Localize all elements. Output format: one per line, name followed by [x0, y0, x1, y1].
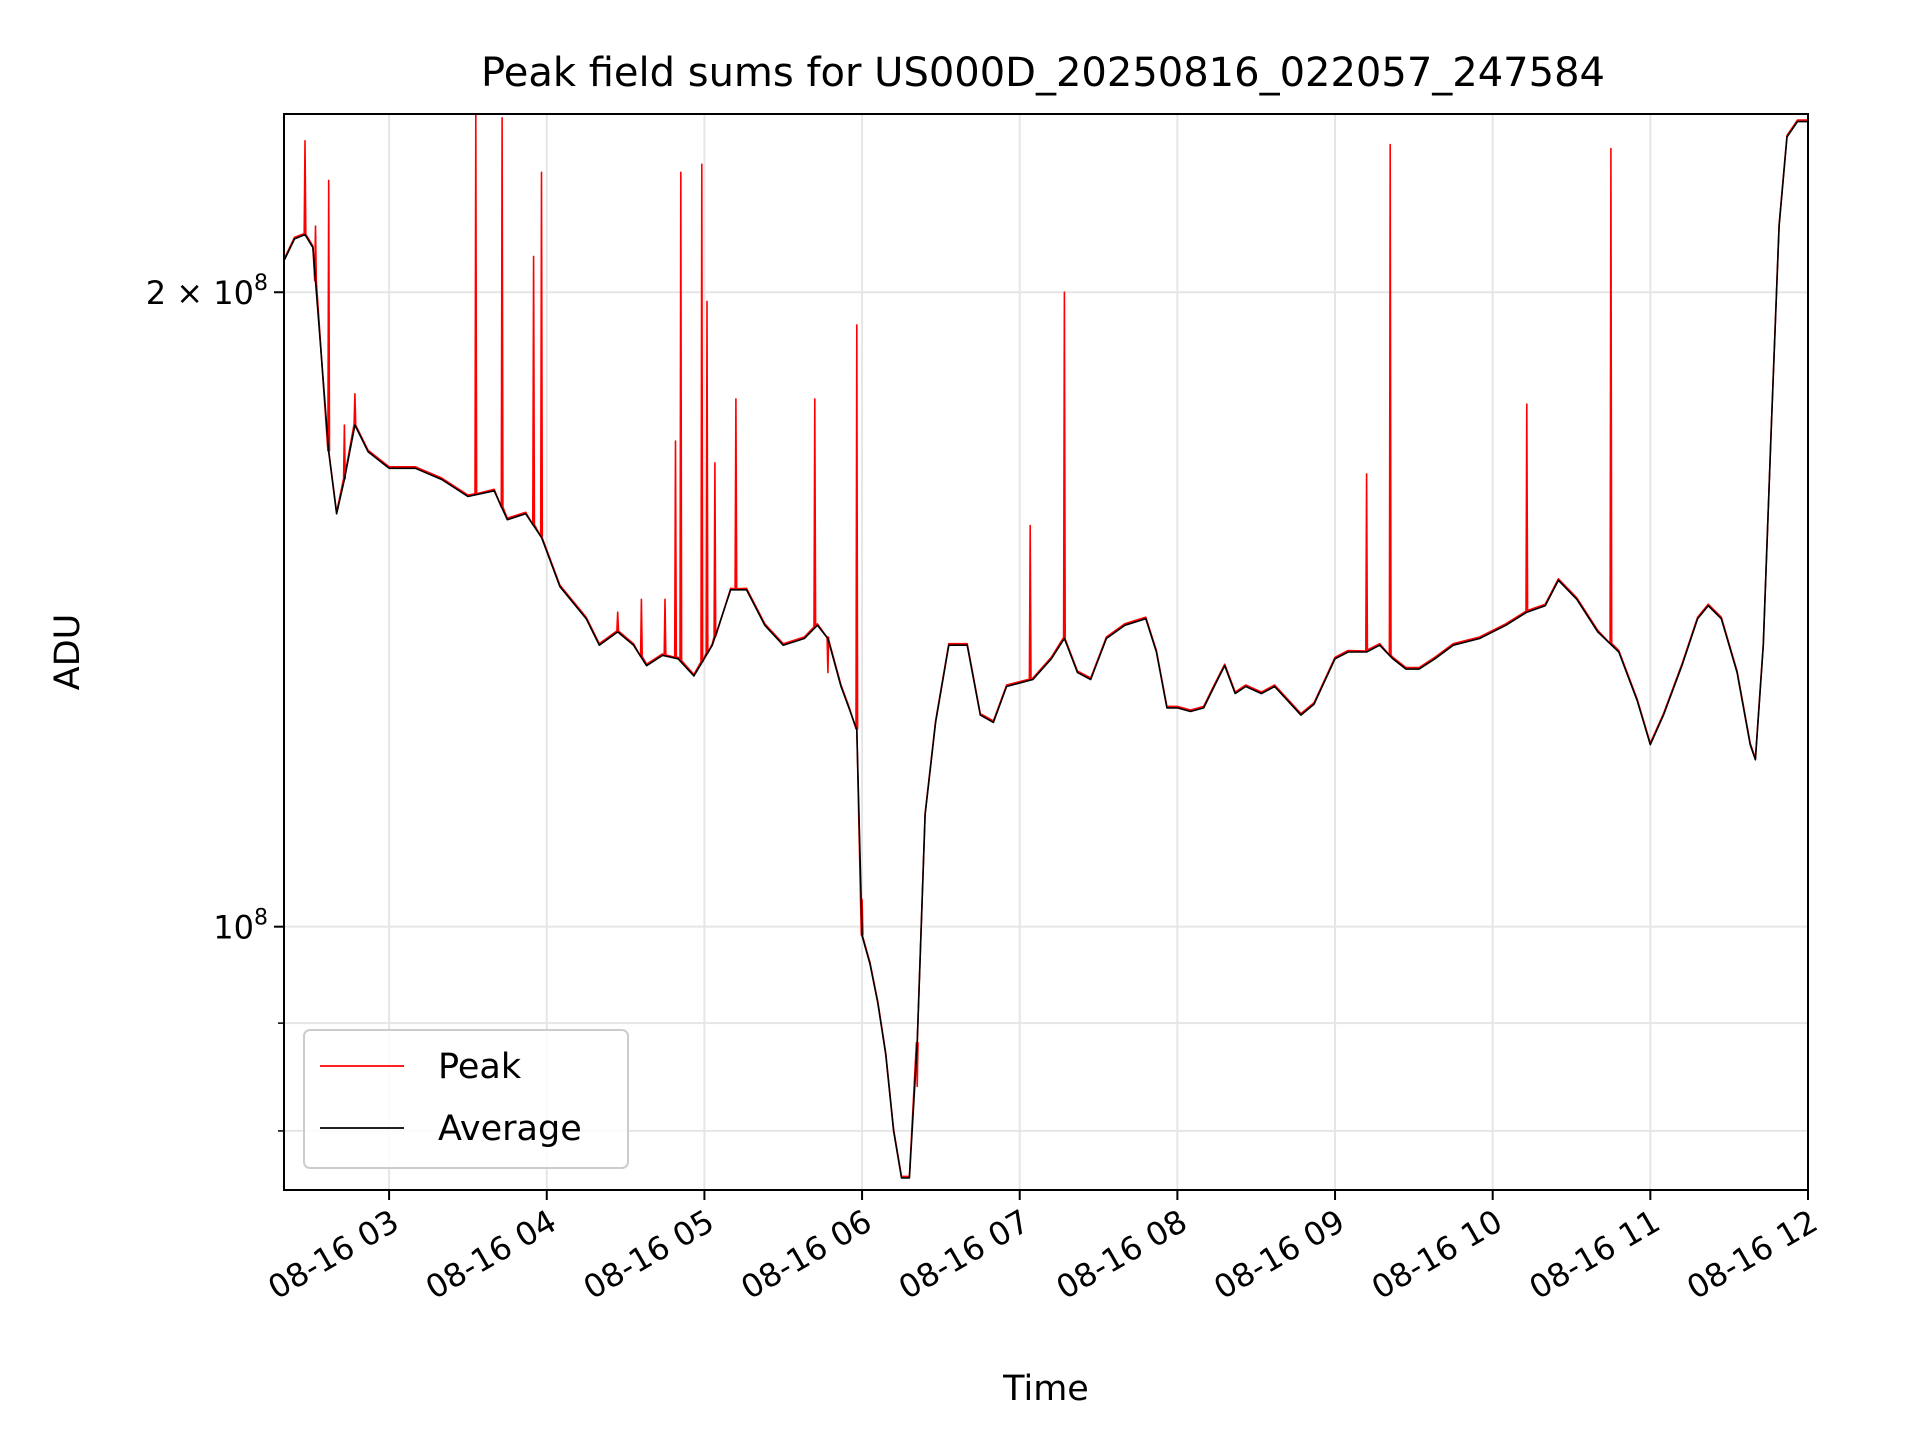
series-clip-group — [284, 114, 1808, 1179]
legend-box — [303, 1029, 629, 1169]
y-tick-label: 2 × 108 — [146, 271, 268, 312]
series-group — [284, 114, 1808, 1179]
y-axis-label: ADU — [48, 614, 88, 691]
plot-area-frame — [283, 113, 1809, 1191]
legend: Peak Average — [303, 1029, 629, 1169]
y-axis: 108 2 × 108 — [146, 271, 284, 1132]
chart-title: Peak field sums for US000D_20250816_0220… — [481, 50, 1605, 96]
legend-label-peak: Peak — [438, 1047, 522, 1087]
y-tick-label: 108 — [213, 906, 268, 947]
legend-label-average: Average — [438, 1109, 582, 1149]
x-axis-label: Time — [1002, 1369, 1089, 1409]
series-line-average — [284, 120, 1808, 1179]
